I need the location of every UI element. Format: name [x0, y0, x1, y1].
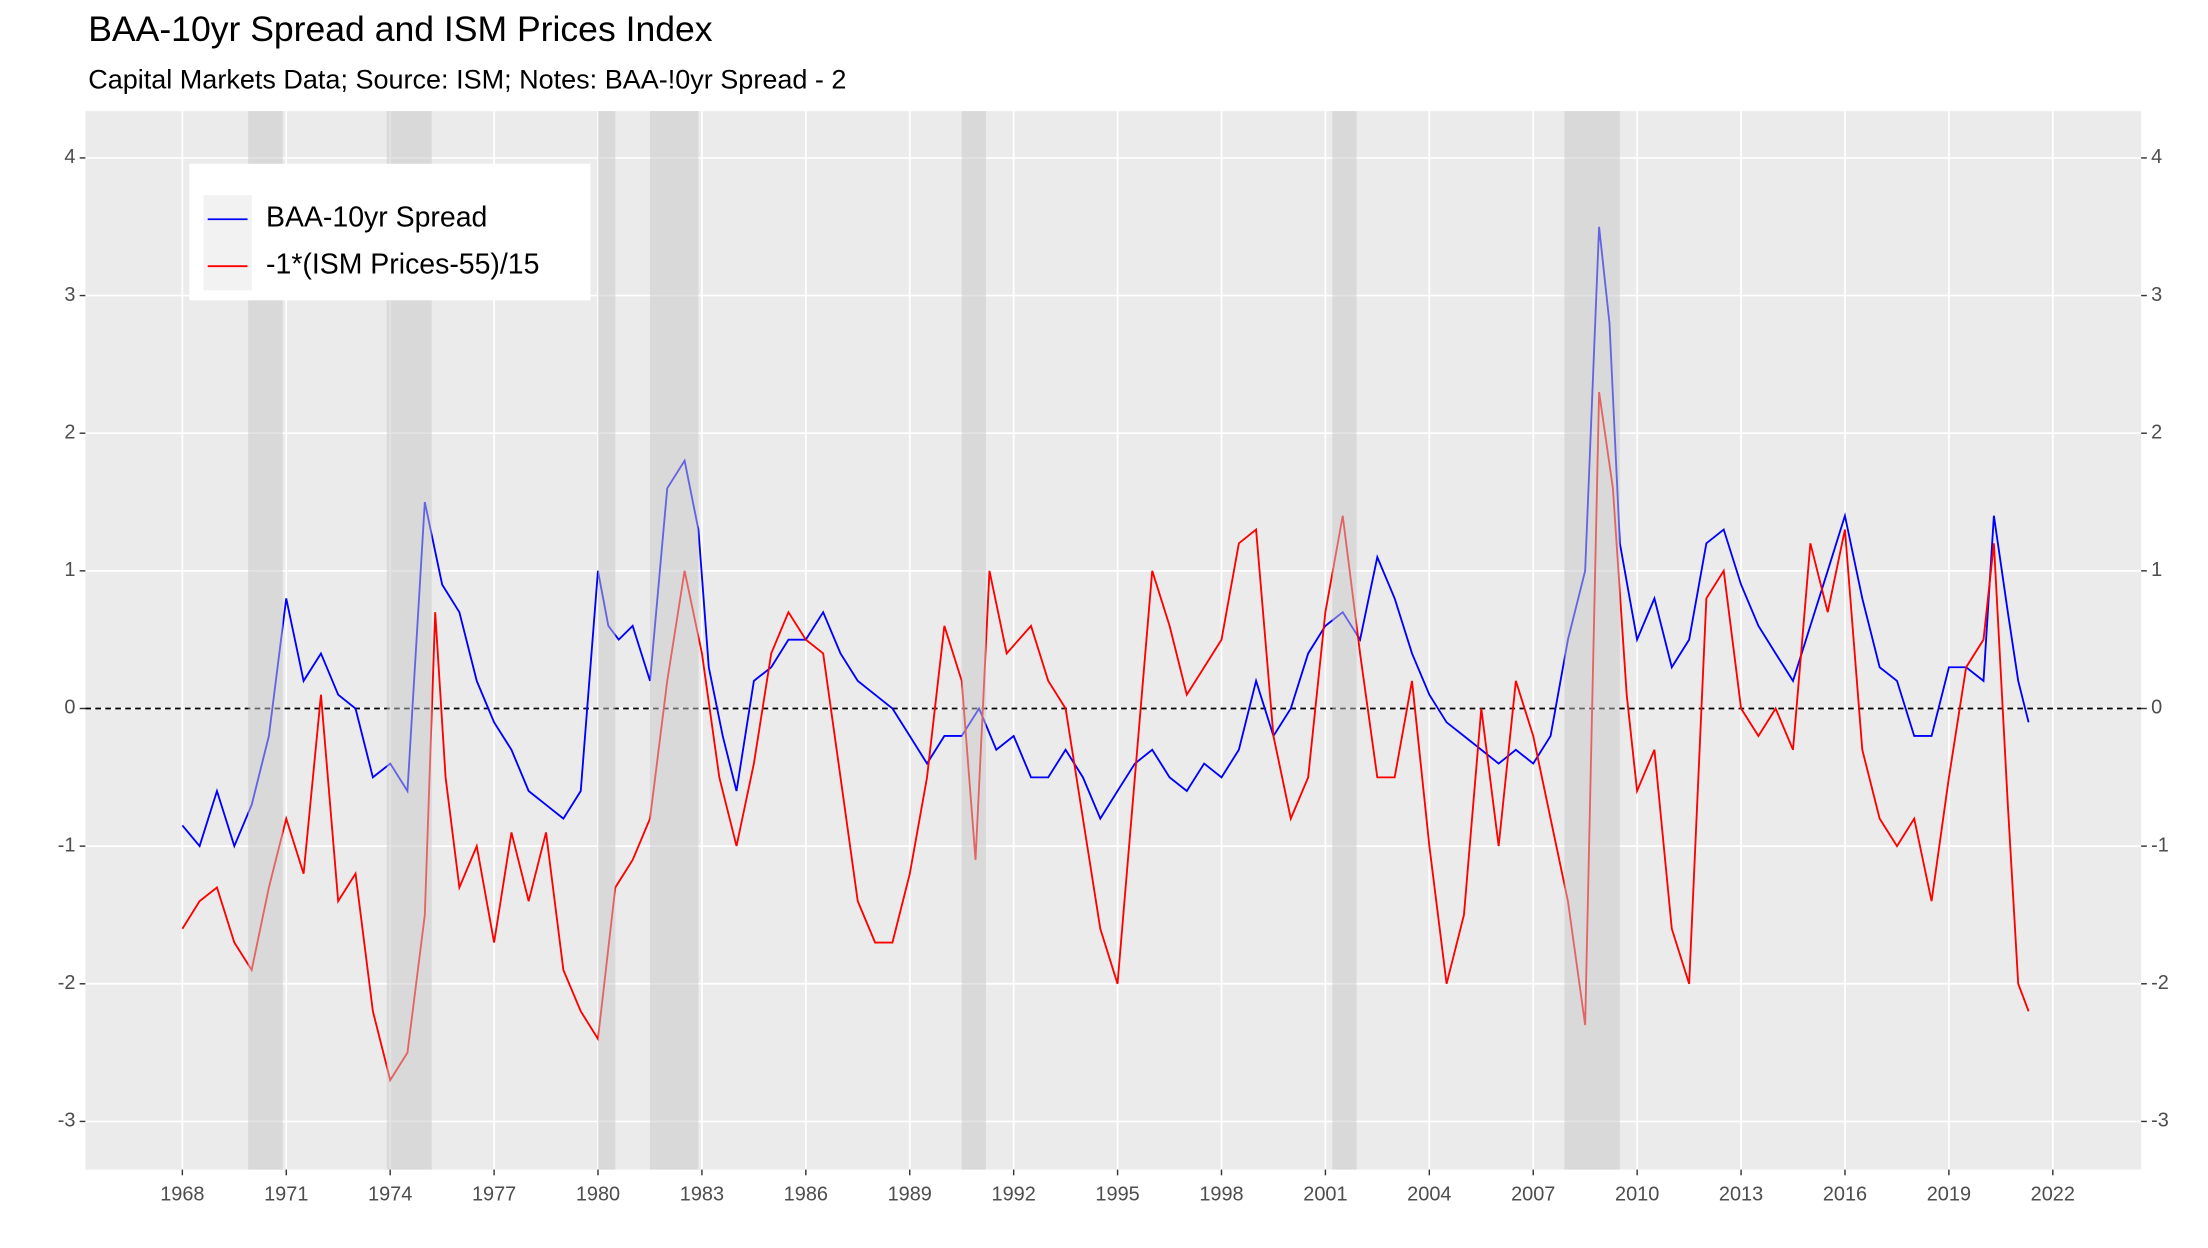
y2-tick-label: -3: [2151, 1110, 2169, 1132]
x-tick-label: 2001: [1303, 1183, 1347, 1205]
y2-tick-label: -2: [2151, 972, 2169, 994]
y-tick-label: 1: [64, 559, 75, 581]
y2-tick-label: 3: [2151, 284, 2162, 306]
x-tick-label: 1974: [368, 1183, 412, 1205]
x-tick-label: 2019: [1927, 1183, 1971, 1205]
recession-band: [961, 111, 986, 1170]
x-tick-label: 2007: [1511, 1183, 1555, 1205]
series-line: [181, 391, 2030, 1083]
x-tick-label: 1977: [472, 1183, 516, 1205]
x-tick-label: 2004: [1407, 1183, 1451, 1205]
x-tick-label: 1983: [680, 1183, 724, 1205]
chart-title: BAA-10yr Spread and ISM Prices Index: [88, 9, 713, 49]
series-line: [181, 226, 2030, 849]
x-tick-label: 2010: [1615, 1183, 1659, 1205]
y2-tick-label: 1: [2151, 559, 2162, 581]
y-tick-label: 0: [64, 697, 75, 719]
y2-tick-label: 0: [2151, 697, 2162, 719]
y2-tick-label: 4: [2151, 146, 2162, 168]
y-tick-label: 2: [64, 421, 75, 443]
legend-label: -1*(ISM Prices-55)/15: [266, 249, 539, 281]
x-tick-label: 1971: [264, 1183, 308, 1205]
x-tick-label: 1995: [1095, 1183, 1139, 1205]
x-tick-label: 1992: [992, 1183, 1036, 1205]
y2-tick-label: 2: [2151, 421, 2162, 443]
x-tick-label: 1968: [160, 1183, 204, 1205]
x-tick-label: 1989: [888, 1183, 932, 1205]
recession-band: [1564, 111, 1620, 1170]
y-tick-label: 3: [64, 284, 75, 306]
x-tick-label: 2022: [2031, 1183, 2075, 1205]
x-tick-label: 1998: [1199, 1183, 1243, 1205]
x-tick-label: 2016: [1823, 1183, 1867, 1205]
y-tick-label: -3: [58, 1110, 76, 1132]
legend-label: BAA-10yr Spread: [266, 202, 487, 234]
x-tick-label: 1980: [576, 1183, 620, 1205]
y-tick-label: 4: [64, 146, 75, 168]
recession-band: [1332, 111, 1357, 1170]
x-tick-label: 1986: [784, 1183, 828, 1205]
y-tick-label: -1: [58, 834, 76, 856]
y2-tick-label: -1: [2151, 834, 2169, 856]
y-tick-label: -2: [58, 972, 76, 994]
chart-subtitle: Capital Markets Data; Source: ISM; Notes…: [88, 64, 846, 94]
x-tick-label: 2013: [1719, 1183, 1763, 1205]
legend-box: [189, 163, 591, 301]
recession-band: [649, 111, 699, 1170]
recession-band: [598, 111, 616, 1170]
